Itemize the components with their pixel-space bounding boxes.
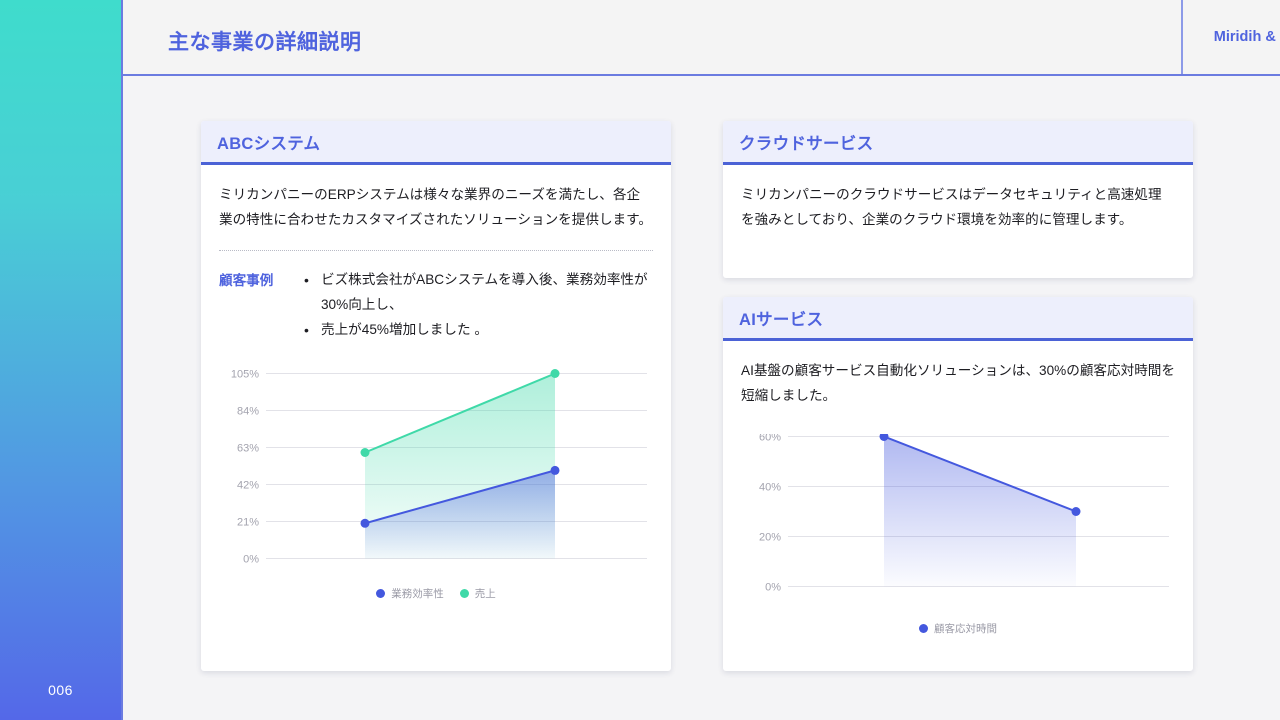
list-item: ビズ株式会社がABCシステムを導入後、業務効率性が30%向上し、 [304, 268, 653, 317]
legend-dot-icon [919, 624, 928, 634]
abc-chart-ytick-labels: 105% 84% 63% 42% 21% 0% [231, 368, 259, 565]
ytick-label: 63% [237, 442, 259, 454]
abc-chart-legend: 業務効率性 売上 [219, 586, 653, 601]
legend-label: 顧客応対時間 [934, 623, 997, 636]
card-abc-header: ABCシステム [201, 121, 671, 165]
legend-dot-icon [459, 588, 469, 598]
ai-chart-legend: 顧客応対時間 [741, 621, 1175, 636]
ytick-label: 84% [237, 405, 259, 417]
sidebar-edge-line [121, 0, 123, 720]
card-abc-body: ミリカンパニーのERPシステムは様々な業界のニーズを満たし、各企業の特性に合わせ… [201, 165, 671, 601]
customer-example-list: ビズ株式会社がABCシステムを導入後、業務効率性が30%向上し、 売上が45%増… [299, 268, 653, 343]
card-ai-service: AIサービス AI基盤の顧客サービス自動化ソリューションは、30%の顧客応対時間… [723, 297, 1193, 671]
ytick-label: 105% [231, 368, 259, 380]
ytick-label: 60% [759, 434, 781, 444]
page-header: 主な事業の詳細説明 Miridih & Co. [123, 0, 1280, 76]
ai-chart-ytick-labels: 60% 40% 20% 0% [759, 434, 781, 594]
card-ai-header: AIサービス [723, 297, 1193, 341]
abc-series-efficiency-area [365, 470, 555, 559]
abc-point-efficiency-0[interactable] [360, 518, 370, 528]
abc-series-efficiency-line [364, 469, 556, 524]
card-ai-title: AIサービス [739, 310, 824, 329]
abc-chart-gridlines [266, 372, 647, 559]
customer-example-section: 顧客事例 ビズ株式会社がABCシステムを導入後、業務効率性が30%向上し、 売上… [219, 268, 653, 343]
card-cloud-header: クラウドサービス [723, 121, 1193, 165]
card-ai-description: AI基盤の顧客サービス自動化ソリューションは、30%の顧客応対時間を短縮しました… [741, 363, 1175, 403]
legend-item-sales: 売上 [459, 586, 496, 601]
abc-chart: 105% 84% 63% 42% 21% 0% [219, 359, 653, 601]
card-ai-body: AI基盤の顧客サービス自動化ソリューションは、30%の顧客応対時間を短縮しました… [723, 341, 1193, 636]
ai-point-1[interactable] [1071, 507, 1081, 517]
page-title: 主な事業の詳細説明 [168, 31, 362, 54]
card-cloud-description: ミリカンパニーのクラウドサービスはデータセキュリティと高速処理を強みとしており、… [741, 187, 1162, 227]
legend-label: 業務効率性 [391, 587, 444, 600]
ytick-label: 0% [765, 582, 781, 594]
legend-item-response-time: 顧客応対時間 [919, 621, 997, 636]
card-cloud-service: クラウドサービス ミリカンパニーのクラウドサービスはデータセキュリティと高速処理… [723, 121, 1193, 278]
page-number: 006 [48, 682, 73, 698]
card-abc-title: ABCシステム [217, 134, 321, 153]
brand-label: Miridih & Co. [1213, 29, 1280, 45]
ai-series-line [883, 436, 1077, 513]
abc-point-efficiency-1[interactable] [550, 465, 560, 475]
legend-dot-icon [376, 588, 386, 598]
card-abc-divider [219, 250, 653, 252]
abc-chart-svg: 105% 84% 63% 42% 21% 0% [231, 368, 647, 565]
ytick-label: 0% [243, 553, 259, 565]
ai-chart-svg: 60% 40% 20% 0% [759, 434, 1169, 594]
abc-point-sales-1[interactable] [550, 368, 560, 378]
ai-chart: 60% 40% 20% 0% [741, 434, 1175, 636]
card-abc-description: ミリカンパニーのERPシステムは様々な業界のニーズを満たし、各企業の特性に合わせ… [219, 187, 652, 227]
card-cloud-body: ミリカンパニーのクラウドサービスはデータセキュリティと高速処理を強みとしており、… [723, 165, 1193, 232]
sidebar-gradient-rail [0, 0, 121, 720]
ytick-label: 42% [237, 479, 259, 491]
list-item: 売上が45%増加しました 。 [304, 318, 653, 343]
legend-item-efficiency: 業務効率性 [376, 586, 444, 601]
legend-label: 売上 [474, 587, 496, 600]
header-vertical-divider [1181, 0, 1183, 75]
abc-point-sales-0[interactable] [360, 447, 370, 457]
ai-point-0[interactable] [879, 434, 889, 442]
header-underline [123, 74, 1280, 76]
card-cloud-title: クラウドサービス [739, 134, 874, 153]
ai-series-area [884, 436, 1076, 587]
ytick-label: 21% [237, 516, 259, 528]
ytick-label: 40% [759, 482, 781, 494]
card-abc-system: ABCシステム ミリカンパニーのERPシステムは様々な業界のニーズを満たし、各企… [201, 121, 671, 671]
abc-series-sales-line [364, 372, 556, 454]
ytick-label: 20% [759, 532, 781, 544]
customer-example-label: 顧客事例 [219, 273, 274, 289]
